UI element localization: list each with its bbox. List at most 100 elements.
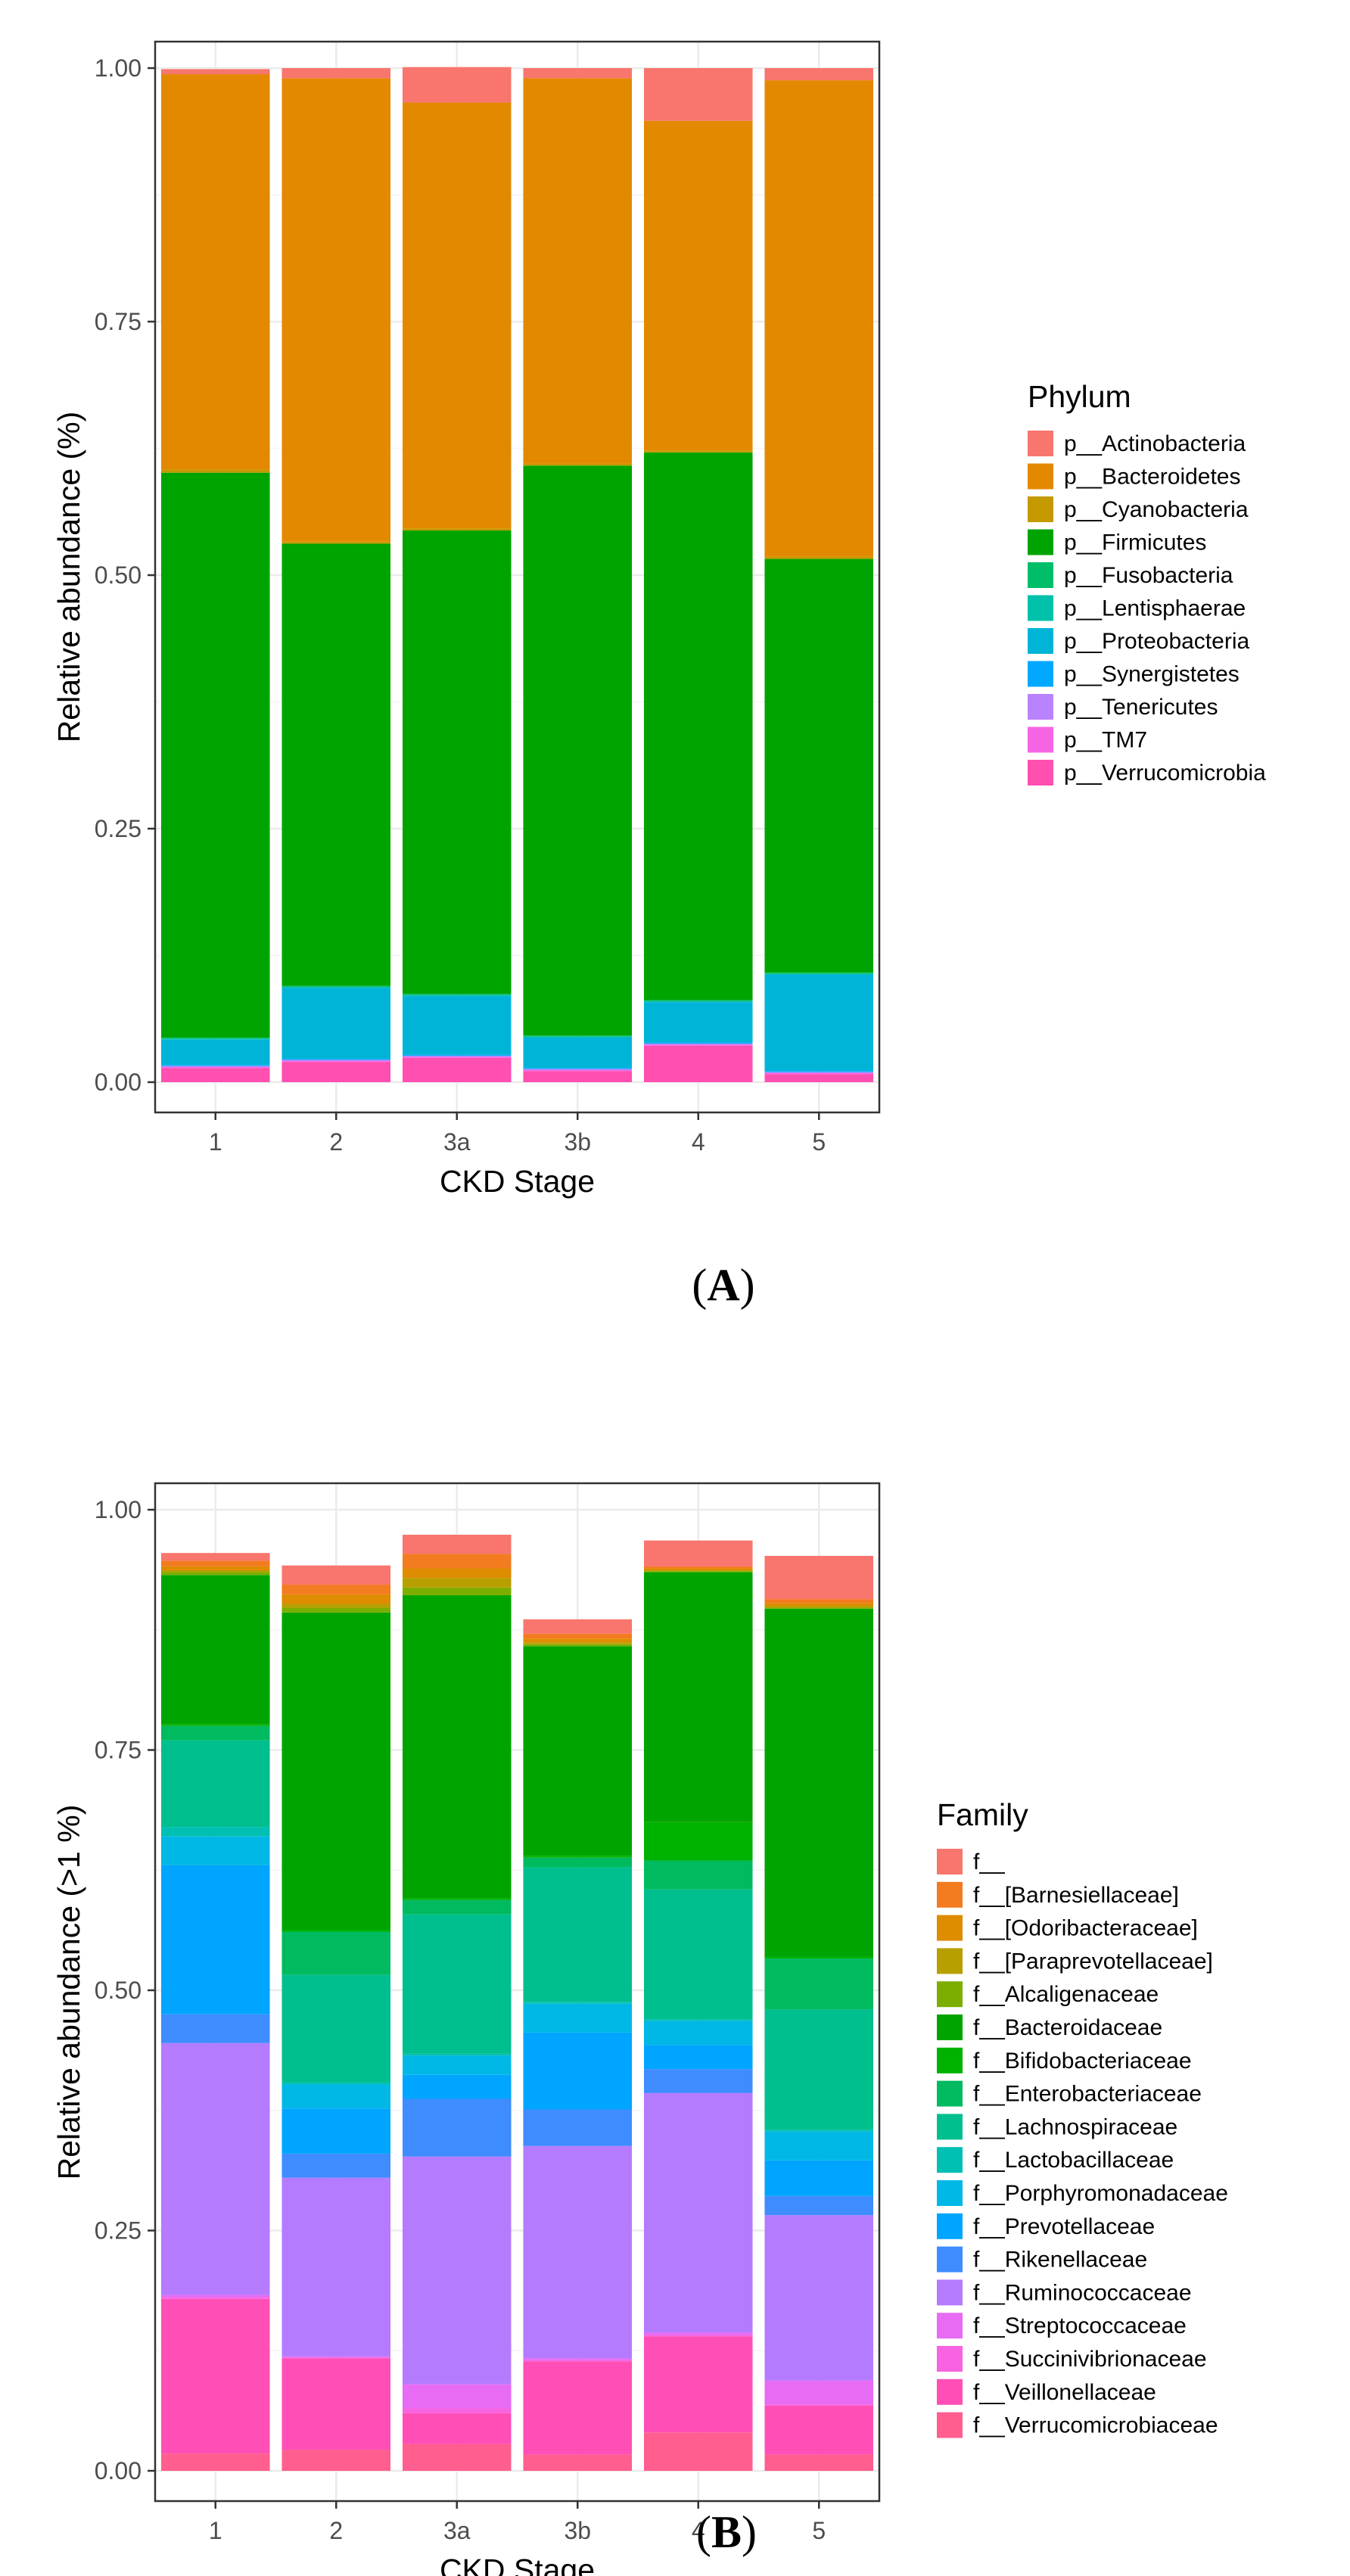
legend: Family f__ f__[Barnesiellaceae] f__[Odoriba… xyxy=(937,1797,1228,2438)
bar-segment-f-porphyromonadaceae-stage-4 xyxy=(643,2021,753,2046)
bar-segment-f-bacteroidaceae-stage-5 xyxy=(764,1608,874,1957)
bar-segment-f-streptococcaceae-stage-3b xyxy=(523,2358,633,2360)
x-tick-label: 5 xyxy=(812,2517,826,2544)
bar-segment-f-lactobacillaceae-stage-3b xyxy=(523,2002,633,2004)
legend-swatch xyxy=(937,2279,963,2306)
bar-segment-f-ruminococcaceae-stage-2 xyxy=(282,2177,391,2357)
bar-segment-f-prevotellaceae-stage-3a xyxy=(402,2074,512,2099)
bar-segment-p-proteobacteria-stage-1 xyxy=(160,1039,270,1066)
bar-segment-p-tenericutes-stage-1 xyxy=(160,1066,270,1067)
bar-segment-f-odoribacteraceae--stage-2 xyxy=(282,1594,391,1604)
bar-segment-f-bifidobacteriaceae-stage-3b xyxy=(523,1856,633,1858)
legend-swatch xyxy=(937,2213,963,2239)
bar-segment-p-tm7-stage-2 xyxy=(282,1060,391,1062)
bar-segment-f-paraprevotellaceae--stage-3a xyxy=(402,1578,512,1588)
bar-segment-f-lachnospiraceae-stage-3a xyxy=(402,1914,512,2054)
bar-segment-f-paraprevotellaceae--stage-3b xyxy=(523,1642,633,1644)
legend-label: p__Bacteroidetes xyxy=(1064,465,1241,490)
bar-segment-f-succinivibrionaceae-stage-3b xyxy=(523,2360,633,2362)
bar-segment-f-porphyromonadaceae-stage-2 xyxy=(282,2084,391,2109)
bar-segment-f-lactobacillaceae-stage-4 xyxy=(643,2019,753,2021)
bar-segment-f-prevotellaceae-stage-2 xyxy=(282,2108,391,2154)
legend-label: p__Synergistetes xyxy=(1064,662,1240,687)
legend-swatch xyxy=(937,1849,963,1874)
bar-segment-f--stage-3a xyxy=(402,1535,512,1554)
legend-swatch xyxy=(937,1881,963,1908)
bar-segment-f-ruminococcaceae-stage-4 xyxy=(643,2092,753,2333)
bar-segment-p-lentisphaerae-stage-3b xyxy=(523,1036,633,1038)
bar-segment-p-cyanobacteria-stage-3b xyxy=(523,463,633,466)
bar-segment-f-rikenellaceae-stage-3b xyxy=(523,2109,633,2146)
x-tick-label: 2 xyxy=(329,1128,343,1156)
bar-segment-f-streptococcaceae-stage-1 xyxy=(160,2294,270,2298)
bar-segment-f-verrucomicrobiaceae-stage-4 xyxy=(643,2432,753,2471)
bar-segment-f-verrucomicrobiaceae-stage-1 xyxy=(160,2453,270,2471)
panel-label-open: ( xyxy=(696,2507,711,2557)
legend-swatch xyxy=(1028,628,1053,654)
bar-segment-p-bacteroidetes-stage-4 xyxy=(643,120,753,451)
legend-label: p__Lentisphaerae xyxy=(1064,596,1246,621)
bar-segment-f-barnesiellaceae--stage-5 xyxy=(764,1599,874,1604)
bar-segment-f--stage-2 xyxy=(282,1565,391,1585)
y-tick-label: 0.00 xyxy=(95,1069,142,1096)
bar-segment-p-synergistetes-stage-4 xyxy=(643,1042,753,1044)
bar-segment-p-tm7-stage-1 xyxy=(160,1066,270,1069)
bar-segment-f-bacteroidaceae-stage-3b xyxy=(523,1646,633,1856)
bar-segment-f-bacteroidaceae-stage-3a xyxy=(402,1595,512,1899)
x-tick-label: 1 xyxy=(209,1128,222,1156)
bar-segment-f-enterobacteriaceae-stage-2 xyxy=(282,1931,391,1975)
bar-segment-p-verrucomicrobia-stage-3a xyxy=(402,1057,512,1082)
y-axis-title: Relative abundance (>1 %) xyxy=(51,1805,86,2180)
bar-segment-p-verrucomicrobia-stage-4 xyxy=(643,1045,753,1082)
panel-label-close: ) xyxy=(740,1260,755,1310)
y-axis-title: Relative abundance (%) xyxy=(51,412,86,743)
bar-segment-f-barnesiellaceae--stage-1 xyxy=(160,1560,270,1566)
bar-segment-f-bacteroidaceae-stage-4 xyxy=(643,1572,753,1822)
panel-label-letter: A xyxy=(707,1260,739,1310)
y-tick-label: 1.00 xyxy=(95,54,142,82)
x-axis: 1 2 3a 3b 4 5 xyxy=(209,1112,826,1156)
bar-segment-f-ruminococcaceae-stage-5 xyxy=(764,2215,874,2381)
legend-swatch xyxy=(937,2313,963,2339)
legend-swatch xyxy=(1028,595,1053,621)
bar-segment-f-succinivibrionaceae-stage-2 xyxy=(282,2357,391,2359)
bar-segment-f--stage-1 xyxy=(160,1553,270,1561)
legend-title: Family xyxy=(937,1797,1028,1832)
bar-segment-f-enterobacteriaceae-stage-4 xyxy=(643,1860,753,1890)
bar-segment-p-bacteroidetes-stage-2 xyxy=(282,78,391,542)
panel-border xyxy=(154,1482,881,2503)
bar-segment-f-porphyromonadaceae-stage-3b xyxy=(523,2003,633,2033)
bar-segment-p-tenericutes-stage-3b xyxy=(523,1069,633,1070)
bar-segment-f-paraprevotellaceae--stage-5 xyxy=(764,1606,874,1608)
bar-segment-f-barnesiellaceae--stage-3a xyxy=(402,1554,512,1569)
bar-segment-p-firmicutes-stage-2 xyxy=(282,543,391,986)
legend-label: f__Lactobacillaceae xyxy=(973,2148,1174,2173)
bar-segment-f-alcaligenaceae-stage-4 xyxy=(643,1571,753,1573)
bar-segment-p-fusobacteria-stage-5 xyxy=(764,972,874,974)
x-axis-title: CKD Stage xyxy=(440,2553,595,2576)
bar-segment-f-bacteroidaceae-stage-2 xyxy=(282,1612,391,1930)
legend-swatch xyxy=(937,1948,963,1974)
bar-segment-f-veillonellaceae-stage-5 xyxy=(764,2405,874,2455)
legend-label: f__Veillonellaceae xyxy=(973,2380,1156,2405)
bar-segment-p-tm7-stage-3b xyxy=(523,1069,633,1072)
legend-label: f__[Barnesiellaceae] xyxy=(973,1883,1179,1908)
legend-label: p__Fusobacteria xyxy=(1064,563,1233,588)
bars xyxy=(160,1535,874,2471)
y-tick-label: 0.25 xyxy=(95,2217,142,2245)
bar-segment-f-streptococcaceae-stage-5 xyxy=(764,2380,874,2405)
x-tick-label: 5 xyxy=(812,1128,826,1156)
bar-segment-p-verrucomicrobia-stage-1 xyxy=(160,1068,270,1082)
legend-label: f__ xyxy=(973,1850,1006,1874)
bar-segment-f-ruminococcaceae-stage-1 xyxy=(160,2042,270,2295)
plot-panel xyxy=(155,1483,879,2501)
bar-segment-f-verrucomicrobiaceae-stage-5 xyxy=(764,2454,874,2471)
bar-segment-f-succinivibrionaceae-stage-5 xyxy=(764,2404,874,2406)
y-tick-label: 0.25 xyxy=(95,815,142,842)
bar-segment-f-alcaligenaceae-stage-3a xyxy=(402,1587,512,1596)
bar-segment-f-lachnospiraceae-stage-3b xyxy=(523,1867,633,2002)
legend-label: f__Porphyromonadaceae xyxy=(973,2181,1228,2206)
legend-label: p__TM7 xyxy=(1064,728,1147,753)
legend-label: f__Lachnospiraceae xyxy=(973,2114,1177,2139)
bar-segment-p-fusobacteria-stage-2 xyxy=(282,985,391,988)
